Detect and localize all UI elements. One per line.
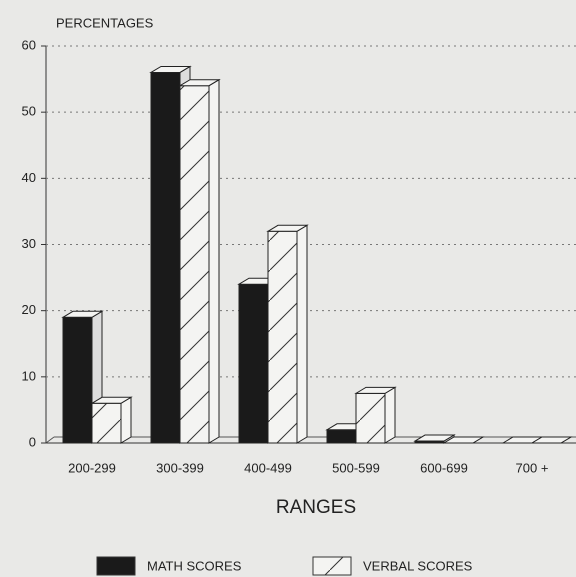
bar-top (61, 310, 104, 318)
y-tick-label: 20 (22, 302, 36, 317)
bar-side (296, 224, 308, 444)
y-tick-label: 60 (22, 37, 36, 52)
bar (179, 85, 210, 444)
bar-top (90, 396, 133, 404)
y-axis-label: PERCENTAGES (56, 15, 154, 30)
x-axis-label: RANGES (276, 497, 356, 518)
x-tick-label: 300-399 (156, 460, 204, 475)
legend-label: MATH SCORES (147, 558, 242, 573)
bar-top (266, 224, 309, 232)
y-tick-label: 40 (22, 170, 36, 185)
y-tick-label: 10 (22, 368, 36, 383)
x-tick-label: 400-499 (244, 460, 292, 475)
bar (150, 71, 181, 444)
bar-top (178, 79, 221, 87)
legend-swatch (312, 556, 352, 576)
y-tick-label: 0 (29, 434, 36, 449)
bar-top (530, 436, 573, 444)
bar (267, 230, 298, 444)
bar (62, 316, 93, 444)
legend-label: VERBAL SCORES (363, 558, 473, 573)
bar-top (413, 434, 456, 442)
bar-side (208, 78, 220, 444)
bar-top (149, 65, 192, 73)
bar (326, 429, 357, 444)
floor-edge (45, 436, 55, 444)
bar-top (354, 386, 397, 394)
x-tick-label: 600-699 (420, 460, 468, 475)
x-tick-label: 200-299 (68, 460, 116, 475)
x-tick-label: 700 + (516, 460, 549, 475)
bar (238, 283, 269, 444)
y-tick-label: 50 (22, 104, 36, 119)
bar-side (120, 396, 132, 444)
y-tick-label: 30 (22, 236, 36, 251)
x-tick-label: 500-599 (332, 460, 380, 475)
bar-side (384, 386, 396, 444)
bar-top (442, 436, 485, 444)
legend-swatch (96, 556, 136, 576)
bar (355, 392, 386, 444)
bar (91, 402, 122, 444)
